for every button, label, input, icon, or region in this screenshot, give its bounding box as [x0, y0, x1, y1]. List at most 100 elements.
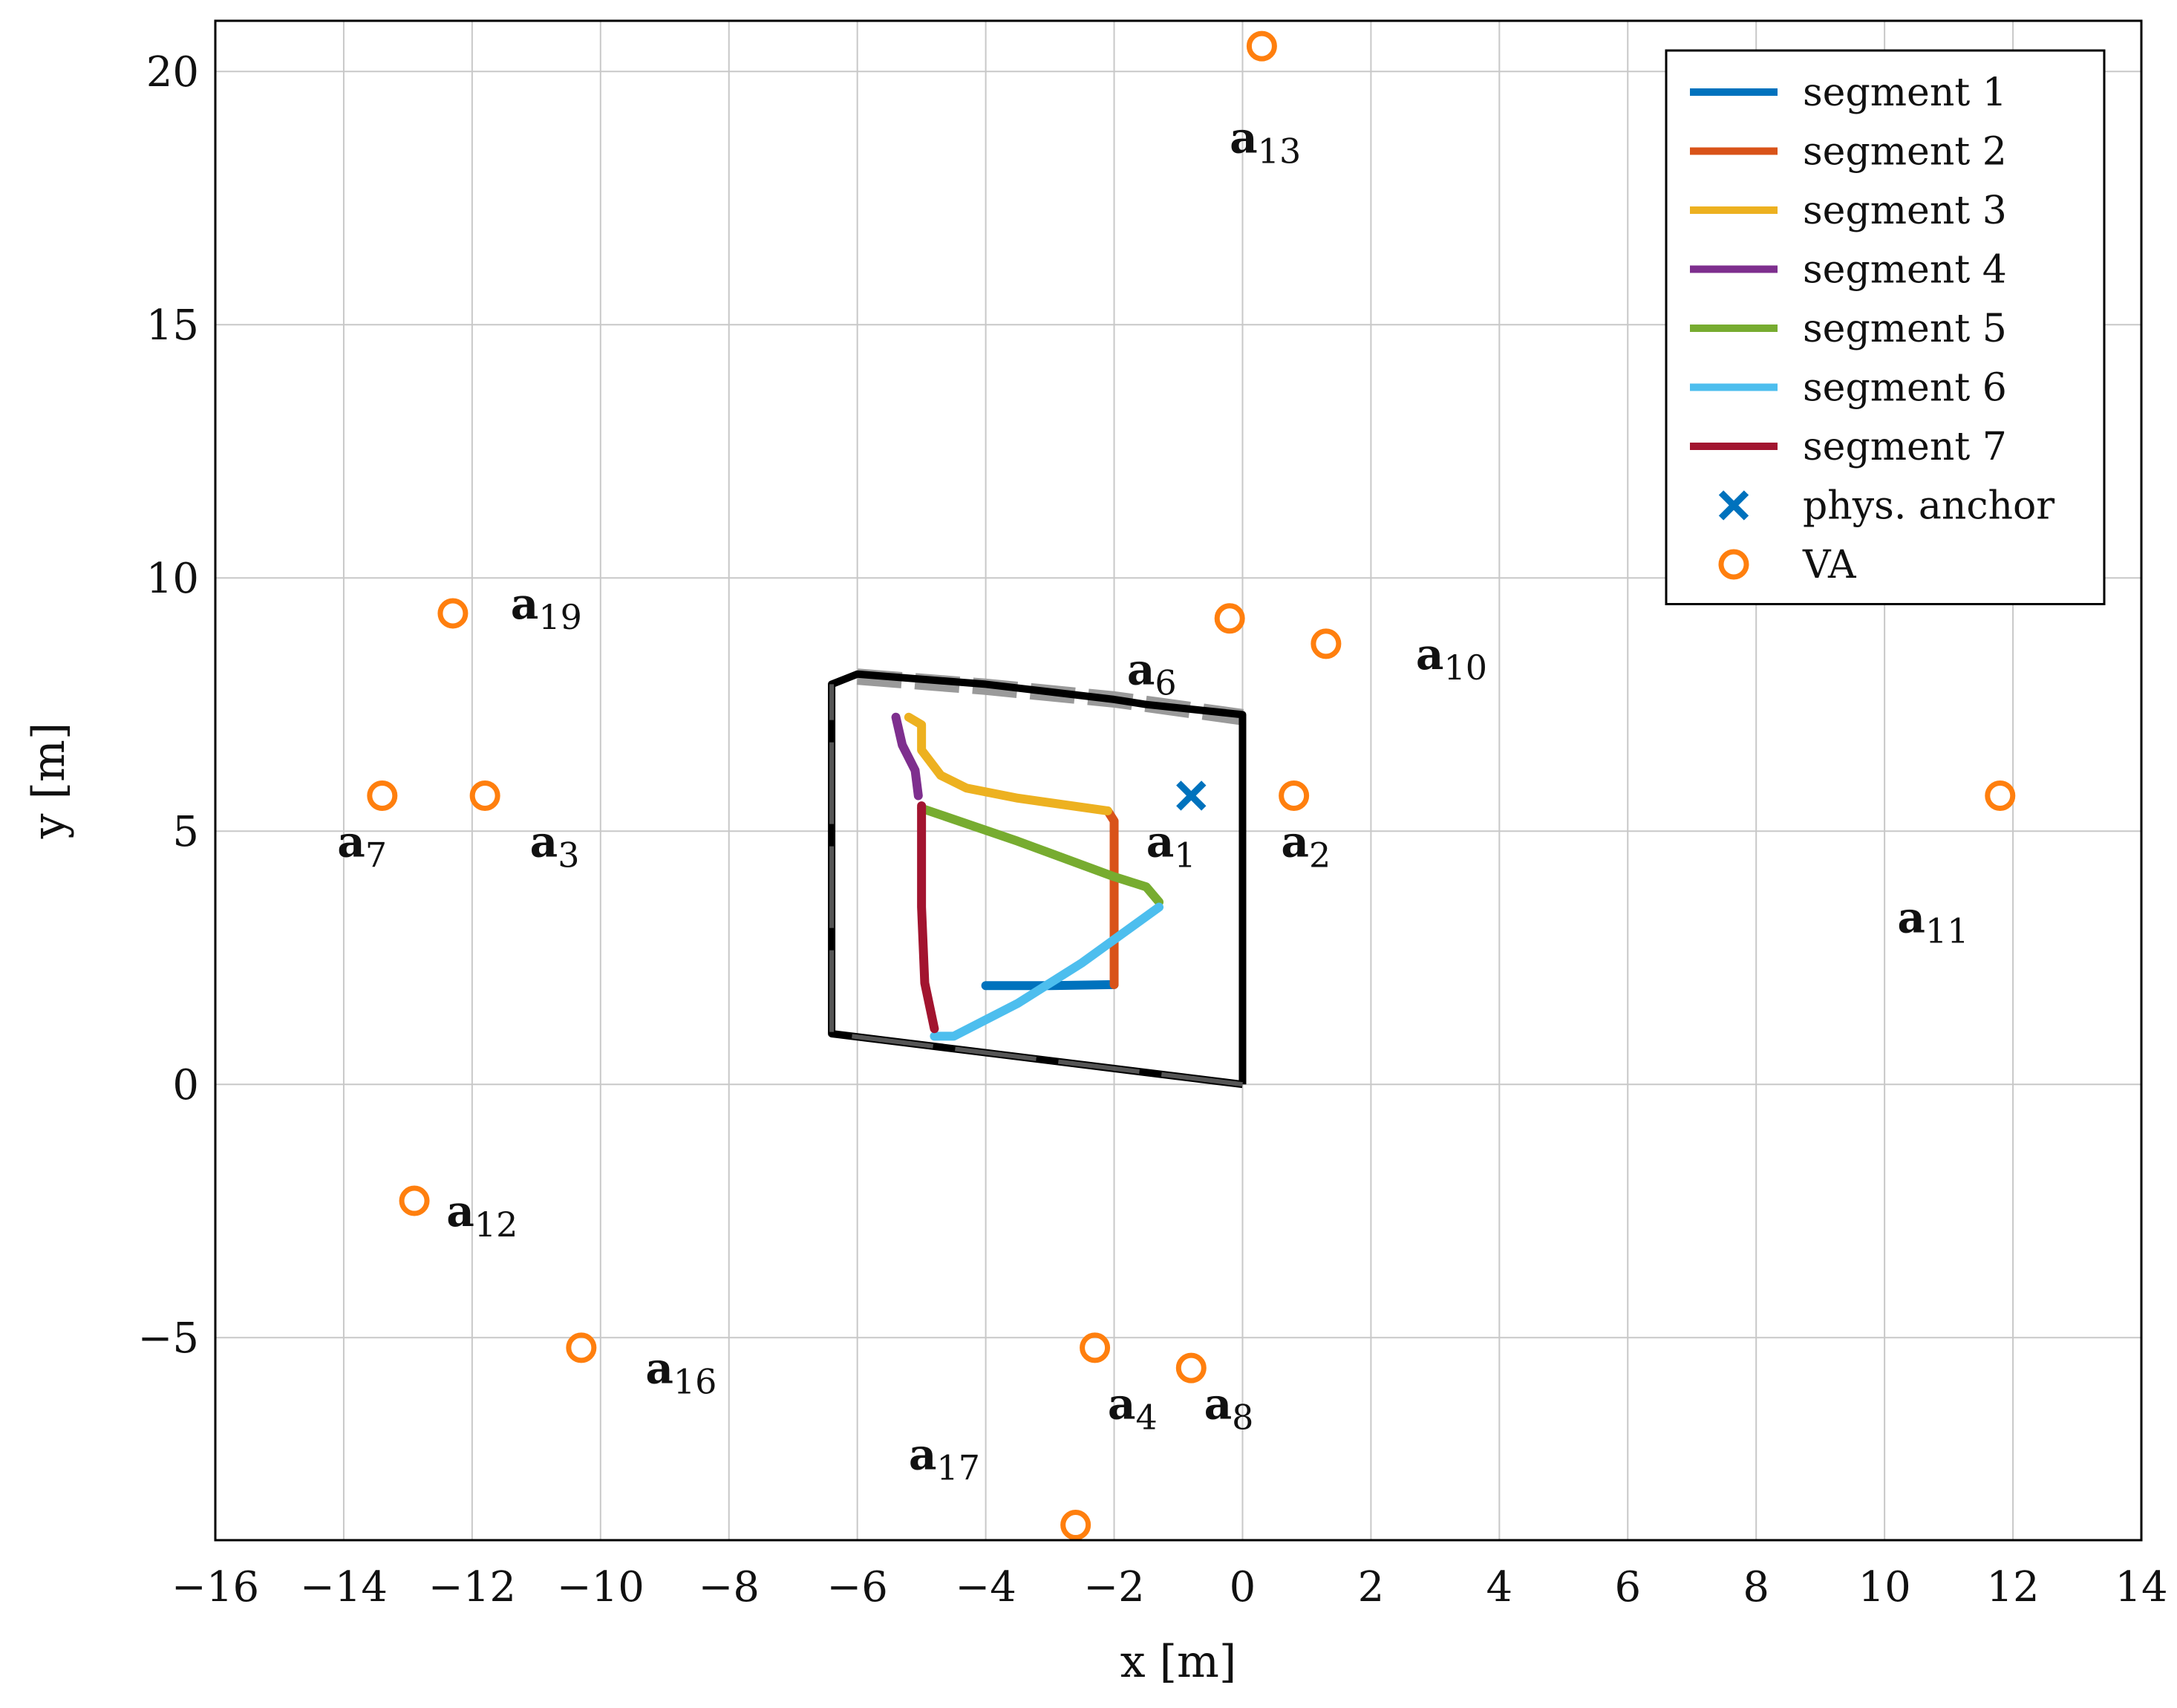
anchor-label-subscript: 19 — [538, 597, 582, 637]
y-tick-label: 15 — [146, 301, 199, 350]
legend-cross-swatch — [1718, 490, 1749, 521]
anchor-label-letter: a — [1416, 629, 1444, 679]
anchor-label-16: a16 — [645, 1343, 717, 1402]
anchor-label-letter: a — [337, 816, 365, 867]
x-tick-label: −10 — [557, 1563, 644, 1611]
va-marker-11 — [1985, 780, 2016, 811]
anchor-label-6: a6 — [1127, 644, 1177, 703]
legend-label: segment 3 — [1803, 189, 2007, 233]
anchor-label-subscript: 8 — [1232, 1397, 1253, 1437]
anchor-label-letter: a — [1230, 112, 1258, 163]
anchor-label-2: a2 — [1281, 816, 1331, 875]
x-axis-label: x [m] — [1120, 1636, 1237, 1688]
x-tick-label: 6 — [1614, 1563, 1641, 1611]
anchor-label-13: a13 — [1230, 112, 1301, 171]
va-marker-13 — [1246, 30, 1277, 62]
x-tick-label: 14 — [2115, 1563, 2167, 1611]
anchor-label-7: a7 — [337, 816, 387, 875]
anchor-label-19: a19 — [511, 578, 582, 637]
anchor-markers — [367, 30, 2016, 1541]
room-left-bottom-wall — [829, 684, 1243, 1087]
va-marker-2 — [1279, 780, 1310, 811]
x-tick-label: −14 — [300, 1563, 388, 1611]
anchor-label-subscript: 13 — [1258, 131, 1302, 171]
anchor-label-subscript: 12 — [474, 1205, 518, 1245]
legend-label: segment 4 — [1803, 248, 2007, 293]
anchor-label-17: a17 — [909, 1430, 980, 1488]
x-tick-label: −12 — [428, 1563, 516, 1611]
va-marker-6 — [1214, 603, 1245, 634]
x-tick-label: 12 — [1986, 1563, 2039, 1611]
anchor-label-8: a8 — [1204, 1378, 1254, 1437]
anchor-label-subscript: 16 — [673, 1362, 717, 1402]
y-axis-label: y [m] — [23, 723, 75, 840]
va-marker-10 — [1311, 628, 1342, 659]
legend-label: phys. anchor — [1803, 484, 2054, 529]
phys-anchor-marker — [1176, 780, 1207, 811]
anchor-label-subscript: 17 — [936, 1448, 980, 1488]
anchor-label-letter: a — [530, 816, 558, 867]
anchor-label-letter: a — [1108, 1378, 1136, 1429]
tick-labels: −16 −14 −12 −10 −8 −6 −4 −2 0 2 4 6 8 10 12 14−50510152… — [137, 48, 2167, 1611]
x-tick-label: 10 — [1858, 1563, 1911, 1611]
legend-label: segment 5 — [1803, 307, 2007, 351]
legend-label: segment 6 — [1803, 366, 2007, 411]
x-tick-label: −8 — [698, 1563, 760, 1611]
anchor-label-subscript: 2 — [1309, 835, 1331, 875]
x-tick-label: −2 — [1083, 1563, 1145, 1611]
anchor-label-letter: a — [1897, 893, 1925, 943]
legend-label: segment 2 — [1803, 130, 2007, 175]
y-tick-label: −5 — [137, 1314, 199, 1363]
y-tick-label: 20 — [146, 48, 199, 97]
y-tick-label: 5 — [172, 808, 199, 856]
anchor-label-letter: a — [1127, 644, 1155, 694]
anchor-label-12: a12 — [446, 1186, 518, 1245]
anchor-label-letter: a — [1146, 816, 1175, 867]
series-3-line — [904, 712, 1112, 815]
va-marker-19 — [437, 598, 469, 629]
anchor-label-3: a3 — [530, 816, 580, 875]
series-4-line — [891, 712, 923, 801]
series-7-line — [917, 801, 939, 1034]
anchor-label-subscript: 1 — [1174, 835, 1195, 875]
anchor-label-letter: a — [909, 1430, 937, 1480]
anchor-label-letter: a — [446, 1186, 474, 1236]
y-tick-label: 10 — [146, 555, 199, 603]
anchor-label-subscript: 6 — [1155, 662, 1176, 703]
series-5-line — [917, 804, 1164, 907]
anchor-label-subscript: 10 — [1444, 648, 1488, 688]
anchor-label-11: a11 — [1897, 893, 1968, 951]
x-tick-label: −6 — [826, 1563, 888, 1611]
anchor-label-subscript: 4 — [1135, 1397, 1157, 1437]
anchor-label-letter: a — [645, 1343, 673, 1394]
va-marker-16 — [566, 1332, 597, 1363]
axes-frame — [214, 19, 2143, 1542]
va-marker-4 — [1080, 1332, 1111, 1363]
anchor-label-subscript: 11 — [1925, 911, 1969, 951]
trajectory-series — [891, 712, 1164, 1041]
legend-circle-swatch — [1718, 549, 1749, 580]
legend-label: VA — [1802, 543, 1857, 587]
series-6-line — [930, 902, 1164, 1041]
va-marker-7 — [367, 780, 398, 811]
va-marker-8 — [1175, 1352, 1207, 1383]
series-2-line — [1103, 806, 1119, 989]
anchor-label-subscript: 3 — [558, 835, 579, 875]
va-marker-17 — [1060, 1510, 1091, 1541]
anchor-label-letter: a — [511, 578, 539, 629]
x-tick-label: 2 — [1358, 1563, 1385, 1611]
y-tick-label: 0 — [172, 1061, 199, 1109]
anchor-label-1: a1 — [1146, 816, 1196, 875]
x-tick-label: 0 — [1230, 1563, 1256, 1611]
anchor-label-letter: a — [1204, 1378, 1233, 1429]
va-marker-12 — [399, 1185, 430, 1216]
legend: segment 1 segment 2 segment 3 segment 4 segm… — [1665, 49, 2106, 605]
legend-label: segment 1 — [1803, 71, 2007, 115]
anchor-label-4: a4 — [1108, 1378, 1158, 1437]
anchor-label-10: a10 — [1416, 629, 1487, 688]
x-tick-label: 4 — [1486, 1563, 1513, 1611]
x-tick-label: −4 — [955, 1563, 1016, 1611]
room-outline — [828, 668, 1247, 1089]
